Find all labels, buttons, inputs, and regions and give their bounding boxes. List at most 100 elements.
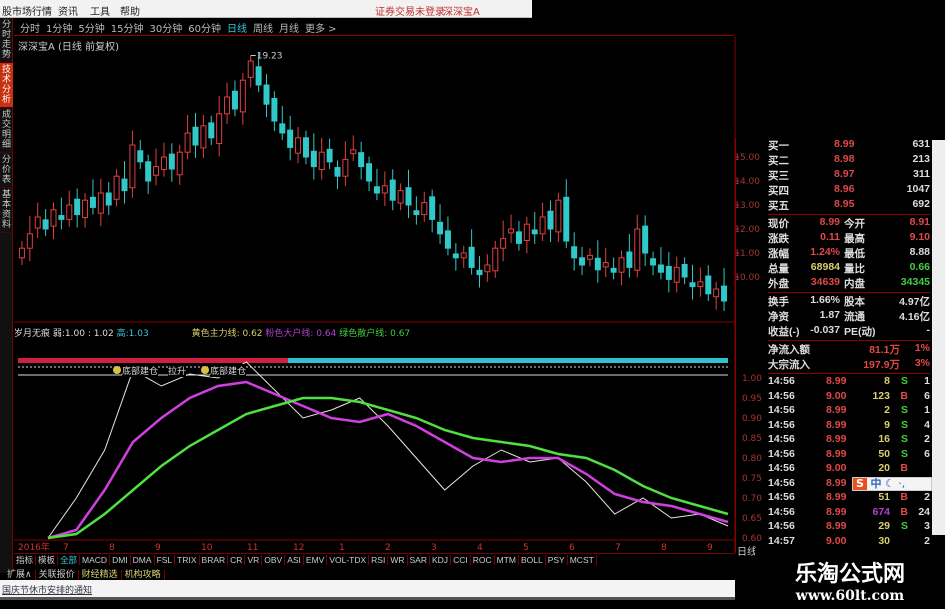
indicator-tab[interactable]: ASI (285, 555, 304, 565)
indicator-tick: 0.65 (742, 514, 762, 524)
indicator-tick: 0.80 (742, 454, 762, 464)
trade-volume: 674 (872, 505, 890, 518)
indicator-tab[interactable]: KDJ (430, 555, 452, 565)
indicator-tab[interactable]: BOLL (518, 555, 546, 565)
candle (429, 189, 436, 233)
trade-count: 1 (924, 404, 930, 416)
indicator-name: 岁月无痕 (14, 329, 51, 339)
trade-price: 8.99 (826, 505, 847, 518)
trade-time: 14:56 (768, 491, 795, 503)
indicator-tab[interactable]: RSI (369, 555, 389, 565)
indicator-tab[interactable]: CCI (451, 555, 471, 565)
period-tab[interactable]: 15分钟 (110, 24, 144, 35)
indicator-tab[interactable]: VOL-TDX (327, 555, 370, 565)
indicator-weak: 弱:1.00 : 1.02 (52, 329, 114, 339)
indicator-tab[interactable]: MACD (80, 555, 111, 565)
moon-icon[interactable]: ☾ ·, (884, 477, 906, 490)
price-tick: 15.00 (734, 153, 760, 163)
indicator-tab[interactable]: WR (388, 555, 408, 565)
candle (484, 254, 491, 282)
period-tab[interactable]: 日线 (226, 24, 247, 35)
indicator-tab[interactable]: 全部 (58, 555, 81, 565)
trade-time: 14:56 (768, 462, 795, 474)
bid-label: 买五 (768, 200, 789, 212)
candle (58, 197, 65, 230)
trade-row: 14:56 9.00 123 B 6 (768, 390, 930, 405)
trade-row: 14:56 8.99 2 S 1 (768, 404, 930, 419)
indicator-tab[interactable]: FSL (154, 555, 176, 565)
trade-row: 14:56 8.99 50 S 6 (768, 448, 930, 463)
menu-news[interactable]: 资讯 (58, 7, 78, 18)
indicator-tab[interactable]: DMI (110, 555, 131, 565)
indicator-tab[interactable]: OBV (262, 555, 286, 565)
menu-market[interactable]: 股市场行情 (2, 7, 52, 18)
stat-value: 8.99 (819, 216, 840, 228)
indicator-tick: 0.75 (742, 474, 762, 484)
nav-item[interactable]: 分时走势 (0, 18, 13, 63)
candle (302, 130, 309, 165)
period-tab[interactable]: 月线 (278, 24, 299, 35)
indicator-tick: 0.60 (742, 534, 762, 544)
period-tab[interactable]: 更多 > (304, 24, 337, 35)
login-status[interactable]: 证券交易未登录 (375, 7, 445, 18)
indicator-tab[interactable]: MTM (494, 555, 519, 565)
nav-item[interactable]: 成交明细 (0, 108, 13, 153)
indicator-tab[interactable]: VR (245, 555, 263, 565)
period-tab[interactable]: 1分钟 (46, 24, 73, 35)
bottom-tab[interactable]: 机构攻略 (121, 570, 165, 580)
period-tab[interactable]: 60分钟 (188, 24, 221, 35)
indicator-tab[interactable]: 模板 (36, 555, 59, 565)
candle (145, 154, 152, 194)
indicator-tab[interactable]: EMV (303, 555, 328, 565)
indicator-tab[interactable]: 指标 (14, 555, 37, 565)
bid-row: 买五 8.95 692 (768, 198, 930, 213)
indicator-tab[interactable]: DMA (130, 555, 155, 565)
signal-icon (201, 366, 209, 374)
nav-item[interactable]: 基本资料 (0, 188, 13, 233)
indicator-tab[interactable]: BRAR (199, 555, 229, 565)
indicator-tab[interactable]: ROC (470, 555, 495, 565)
indicator-tick: 0.90 (742, 414, 762, 424)
menu-help[interactable]: 帮助 (120, 7, 140, 18)
candle (105, 182, 112, 216)
period-tab[interactable]: 5分钟 (78, 24, 105, 35)
notice-link[interactable]: 国庆节休市安排的通知 (2, 586, 93, 596)
indicator-tab[interactable]: SAR (407, 555, 430, 565)
indicator-tab[interactable]: MCST (567, 555, 597, 565)
indicator-tab[interactable]: CR (228, 555, 246, 565)
candle (326, 138, 333, 169)
candle (192, 112, 199, 158)
bottom-tab[interactable]: 扩展∧ (4, 570, 36, 580)
trade-time: 14:56 (768, 505, 795, 518)
indicator-tab[interactable]: PSY (545, 555, 568, 565)
indicator-tick: 1.00 (742, 374, 762, 384)
stat-label: 今开 (844, 218, 865, 230)
trade-row: 14:56 8.99 674 B 24 (768, 506, 930, 521)
candle (373, 168, 380, 201)
stat-value: 8.91 (909, 216, 930, 228)
time-tick: 10 (201, 543, 213, 553)
period-tab[interactable]: 分时 (20, 24, 40, 35)
ime-toolbar[interactable]: S 中 ☾ ·, (852, 477, 932, 491)
time-tick: 3 (431, 543, 437, 553)
stat-value: 1.66% (810, 294, 840, 306)
indicator-tab[interactable]: TRIX (175, 555, 200, 565)
period-tab[interactable]: 30分钟 (149, 24, 183, 35)
trade-side: S (900, 418, 908, 431)
candle (413, 196, 420, 225)
bid-price: 8.95 (834, 198, 855, 210)
period-tab[interactable]: 周线 (252, 24, 273, 35)
stat-label: 最高 (844, 233, 865, 245)
candle (208, 115, 215, 145)
ime-mode[interactable]: 中 (870, 477, 882, 490)
bottom-tab[interactable]: 财经精选 (78, 570, 122, 580)
stat-label: 涨幅 (768, 248, 789, 260)
candle (492, 241, 499, 278)
bottom-tab[interactable]: 关联报价 (35, 570, 79, 580)
candle (263, 74, 270, 118)
menu-tools[interactable]: 工具 (90, 7, 110, 18)
nav-item[interactable]: 技术分析 (0, 63, 13, 108)
candle (66, 190, 73, 227)
nav-item[interactable]: 分价表 (0, 153, 13, 188)
divider (768, 373, 930, 374)
